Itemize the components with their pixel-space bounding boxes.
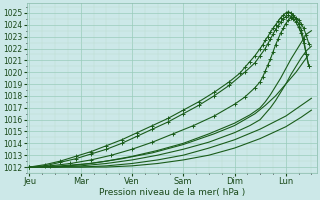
X-axis label: Pression niveau de la mer( hPa ): Pression niveau de la mer( hPa ) (99, 188, 245, 197)
